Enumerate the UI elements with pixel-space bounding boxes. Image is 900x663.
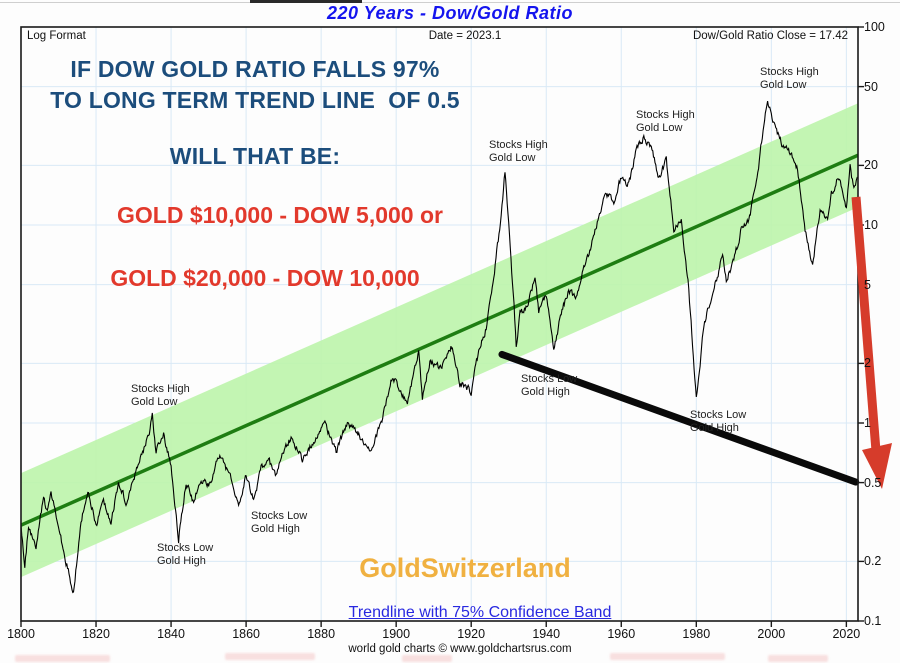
y-axis-label: 0.5 [864, 475, 882, 490]
ratio-close-label: Dow/Gold Ratio Close = 17.42 [692, 30, 848, 42]
watermark-fragment [610, 653, 725, 660]
x-axis-label: 2000 [757, 627, 786, 641]
headline-line2: TO LONG TERM TREND LINE OF 0.5 [50, 87, 460, 113]
y-axis-label: 2 [864, 356, 871, 371]
x-axis-label: 1820 [82, 627, 110, 641]
y-axis-label: 50 [864, 79, 878, 94]
copyright-text: world gold charts © www.goldchartsrus.co… [348, 643, 572, 655]
y-axis-label: 5 [864, 277, 871, 292]
y-axis-label: 100 [864, 20, 885, 34]
x-axis-label: 1880 [307, 627, 336, 641]
chart-annotation: Stocks High Gold Low [489, 139, 548, 164]
y-axis-label: 0.2 [864, 554, 882, 569]
x-axis-label: 1860 [232, 627, 260, 641]
headline-line3: WILL THAT BE: [169, 143, 341, 169]
x-axis-label: 1840 [157, 627, 185, 641]
scenario-text-1: GOLD $10,000 - DOW 5,000 or [117, 202, 443, 228]
watermark-fragment [768, 655, 828, 662]
top-edge-fragment [250, 0, 362, 3]
chart-annotation: Stocks High Gold Low [636, 109, 695, 134]
watermark-fragment [225, 653, 315, 660]
breakdown-trendline [498, 350, 860, 486]
chart-annotation: Stocks Low Gold High [251, 510, 308, 535]
chart-title: 220 Years - Dow/Gold Ratio [326, 3, 574, 23]
x-axis-label: 2020 [832, 627, 861, 641]
x-axis-label: 1900 [382, 627, 411, 641]
date-label: Date = 2023.1 [428, 30, 502, 42]
x-axis-label: 1920 [457, 627, 486, 641]
x-axis-label: 1800 [7, 627, 35, 641]
headline-line1: IF DOW GOLD RATIO FALLS 97% [70, 56, 440, 82]
y-axis-label: 20 [864, 158, 878, 173]
projection-arrow-shaft [851, 196, 881, 452]
chart-annotation: Stocks High Gold Low [760, 66, 819, 91]
x-axis-label: 1980 [682, 627, 711, 641]
y-axis-label: 10 [864, 218, 878, 232]
projection-arrow-head [862, 443, 892, 489]
y-axis-label: 1 [864, 416, 871, 430]
chart-annotation: Stocks Low Gold High [690, 409, 747, 434]
brand-watermark: GoldSwitzerland [359, 553, 571, 583]
watermark-fragment [15, 655, 110, 662]
trendline-caption: Trendline with 75% Confidence Band [348, 604, 612, 621]
y-axis-label: 0.1 [864, 614, 882, 628]
log-format-label: Log Format [27, 30, 86, 42]
chart-annotation: Stocks Low Gold High [157, 542, 214, 567]
ratio-series-line [21, 101, 858, 594]
watermark-fragment [402, 655, 452, 662]
scenario-text-2: GOLD $20,000 - DOW 10,000 [110, 265, 420, 291]
trendline [21, 153, 858, 527]
top-divider [0, 2, 900, 3]
plot-frame [20, 26, 859, 622]
x-axis-label: 1940 [532, 627, 561, 641]
x-axis-label: 1960 [607, 627, 636, 641]
chart-annotation: Stocks Low Gold High [521, 373, 578, 398]
chart-annotation: Stocks High Gold Low [131, 383, 190, 408]
